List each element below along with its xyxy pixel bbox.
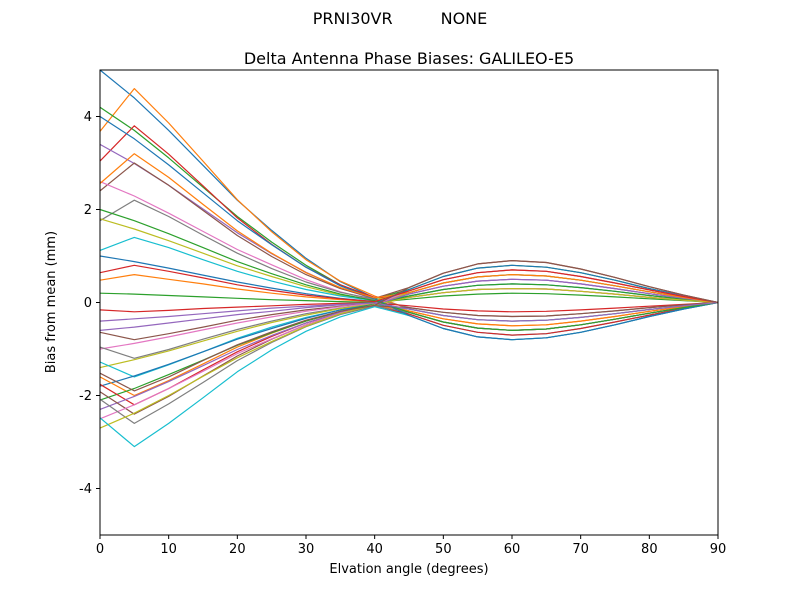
x-tick-label: 20: [229, 542, 246, 557]
series-line: [99, 301, 719, 415]
y-axis-label: Bias from mean (mm): [44, 231, 59, 373]
x-tick-label: 30: [298, 542, 315, 557]
series-line: [99, 301, 719, 397]
x-tick-label: 40: [366, 542, 383, 557]
series-line: [99, 301, 719, 448]
series-line: [99, 260, 719, 392]
series-line: [99, 292, 719, 304]
series-line: [99, 264, 719, 304]
series-line: [99, 288, 719, 429]
y-tick-label: 0: [84, 296, 92, 311]
series-line: [99, 69, 719, 304]
y-tick-label: -2: [79, 389, 92, 404]
x-tick-label: 90: [710, 542, 727, 557]
plot-suptitle: PRNI30VR NONE: [0, 9, 800, 28]
series-line: [99, 181, 719, 304]
x-tick-label: 80: [641, 542, 658, 557]
x-tick-label: 60: [504, 542, 521, 557]
series-line: [99, 115, 719, 341]
series-line: [99, 274, 719, 369]
series-line: [99, 301, 719, 322]
x-tick-label: 50: [435, 542, 452, 557]
axes-box: [99, 69, 719, 536]
x-tick-label: 0: [96, 542, 104, 557]
y-tick-label: 4: [84, 110, 92, 125]
x-axis-label: Elvation angle (degrees): [329, 562, 488, 577]
y-tick-label: -4: [79, 482, 92, 497]
plot-title: Delta Antenna Phase Biases: GALILEO-E5: [243, 49, 575, 68]
series-line: [99, 301, 719, 313]
x-tick-label: 70: [572, 542, 589, 557]
series-line: [99, 278, 719, 410]
series-line: [99, 153, 719, 304]
series-line: [99, 264, 719, 387]
series-line: [99, 143, 719, 331]
series-line: [99, 87, 719, 322]
series-line: [99, 301, 719, 406]
x-tick-label: 10: [160, 542, 177, 557]
suptitle-left-text: PRNI30VR: [312, 9, 393, 28]
suptitle-right-text: NONE: [440, 9, 488, 28]
y-tick-label: 2: [84, 203, 92, 218]
series-line: [99, 208, 719, 331]
